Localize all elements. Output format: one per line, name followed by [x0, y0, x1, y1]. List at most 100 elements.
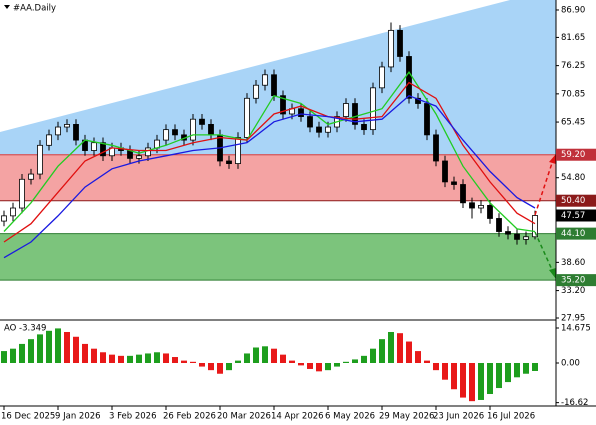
candle-body	[460, 184, 466, 204]
down-arrow	[534, 231, 554, 273]
level-label: 59.20	[561, 150, 585, 160]
level-label: 35.20	[561, 276, 585, 286]
channel-zone	[0, 0, 556, 154]
x-tick-label: 14 Apr 2026	[271, 412, 324, 422]
ao-bar	[505, 362, 511, 383]
candle-body	[352, 103, 358, 125]
y-tick-label: 76.25	[561, 61, 585, 71]
candle-body	[370, 87, 376, 131]
candle-body	[424, 103, 430, 136]
ao-bar	[253, 347, 259, 363]
ao-bar	[19, 343, 25, 363]
candle-body	[235, 137, 241, 165]
moving-average	[3, 94, 536, 259]
ao-bar	[343, 361, 349, 363]
y-tick-label: 81.65	[561, 33, 585, 43]
up-arrow-head	[549, 154, 556, 164]
ao-bar	[46, 330, 52, 363]
ao-bar	[28, 339, 34, 363]
candle-body	[298, 108, 304, 117]
down-arrow-head	[549, 268, 556, 279]
candle-body	[406, 56, 412, 99]
ao-bar	[289, 360, 295, 363]
ao-title: AO -3.349	[4, 324, 46, 334]
y-tick-label: 86.90	[561, 5, 585, 15]
x-tick-label: 29 May 2026	[379, 412, 434, 422]
candle-body	[37, 144, 43, 175]
menu-triangle	[4, 5, 10, 9]
ao-bar	[460, 362, 466, 398]
level-label: 50.40	[561, 196, 585, 206]
ao-bar	[136, 354, 142, 363]
y-tick-label: 54.80	[561, 173, 585, 183]
ao-bar	[226, 362, 232, 371]
x-tick-label: 16 Jul 2026	[487, 412, 535, 422]
candle-body	[262, 74, 268, 86]
ao-bar	[37, 334, 43, 363]
x-tick-label: 9 Jan 2026	[55, 412, 101, 422]
ao-bar	[199, 362, 205, 367]
ao-bar	[82, 343, 88, 363]
y-tick-label: 27.95	[561, 314, 585, 324]
ao-bar	[118, 355, 124, 363]
candle-body	[451, 181, 457, 185]
ao-bar	[280, 354, 286, 363]
ao-bar	[73, 336, 79, 363]
candle-body	[415, 97, 421, 104]
candle-body	[316, 126, 322, 133]
ao-bar	[55, 328, 61, 363]
candle-body	[100, 142, 106, 157]
candle-body	[487, 205, 493, 219]
candle-body	[388, 29, 394, 68]
candle-body	[397, 29, 403, 57]
candle-body	[73, 124, 79, 141]
candle-body	[379, 66, 385, 89]
candle-body	[190, 118, 196, 141]
ao-bar	[244, 353, 250, 363]
ao-bar	[64, 331, 70, 363]
y-tick-label: 65.45	[561, 118, 585, 128]
candle-body	[55, 126, 61, 136]
candle-body	[514, 233, 520, 240]
ao-bar	[469, 362, 475, 402]
ao-bar	[361, 355, 367, 363]
symbol-title: #AA.Daily	[13, 4, 56, 14]
ao-bar	[523, 362, 529, 374]
x-tick-label: 16 Dec 2025	[1, 412, 55, 422]
ao-bar	[451, 362, 457, 390]
ao-bar	[388, 331, 394, 363]
candle-body	[10, 207, 16, 217]
candle-body	[28, 173, 34, 180]
ao-bar	[316, 362, 322, 372]
candle-body	[46, 134, 52, 146]
ao-bar	[208, 362, 214, 371]
ao-bar	[487, 362, 493, 395]
x-tick-label: 20 Mar 2026	[217, 412, 271, 422]
ao-bar	[307, 362, 313, 369]
y-tick-label: 0.00	[561, 358, 580, 368]
x-tick-label: 26 Feb 2026	[163, 412, 216, 422]
y-tick-label: 14.675	[561, 323, 591, 333]
ao-bar	[190, 361, 196, 363]
ao-bar	[532, 362, 538, 371]
y-tick-label: 70.85	[561, 89, 585, 99]
candle-body	[433, 134, 439, 162]
ao-bar	[235, 360, 241, 363]
ao-bar	[154, 352, 160, 363]
candle-body	[532, 215, 538, 238]
ao-bar	[334, 362, 340, 367]
level-label: 44.10	[561, 229, 585, 239]
ao-bar	[424, 360, 430, 363]
x-tick-label: 3 Feb 2026	[109, 412, 157, 422]
candle-body	[208, 124, 214, 136]
ao-bar	[271, 348, 277, 363]
ao-bar	[442, 362, 448, 380]
candle-body	[496, 218, 502, 232]
current-price-label-box	[556, 209, 596, 222]
candle-body	[244, 97, 250, 138]
candle-body	[361, 124, 367, 131]
candle-body	[253, 84, 259, 99]
candle-body	[325, 126, 331, 133]
x-tick-label: 6 May 2026	[325, 412, 375, 422]
